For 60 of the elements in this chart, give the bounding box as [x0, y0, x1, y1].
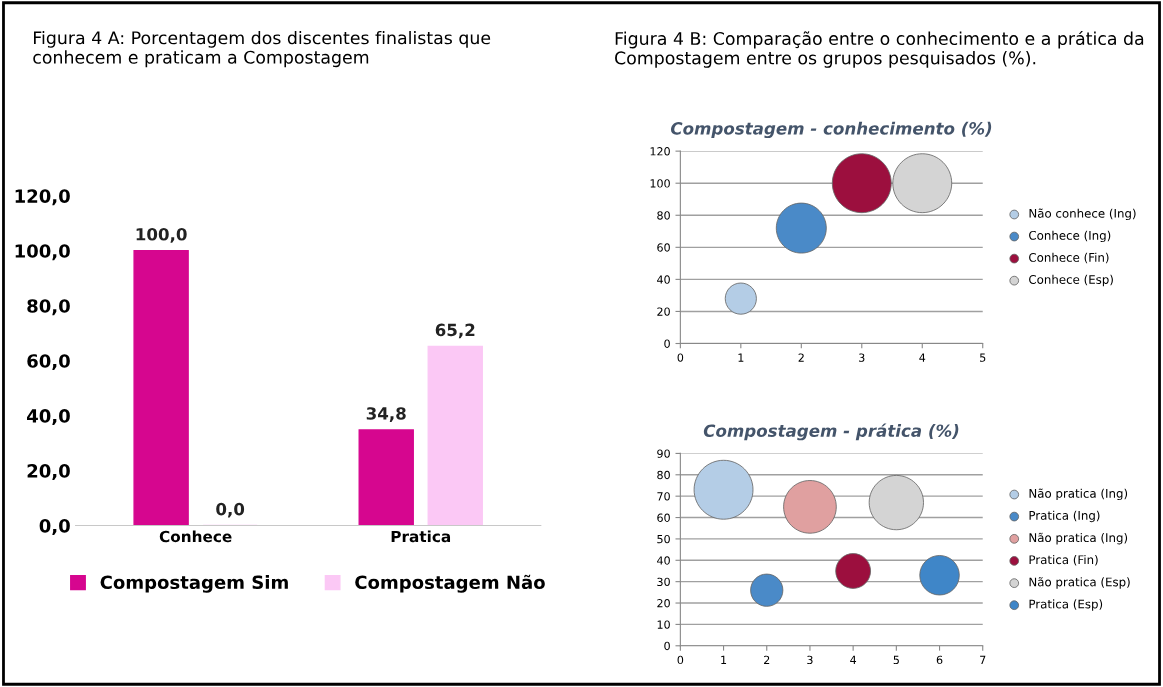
x-tick-label: Pratica	[391, 530, 451, 543]
legend-label: Pratica (Esp)	[1029, 599, 1103, 611]
y-tick-label: 40	[657, 556, 670, 565]
x-tick-label: 6	[936, 655, 943, 665]
legend-label: Pratica (Ing)	[1029, 510, 1100, 523]
y-tick-label: 60	[657, 243, 670, 252]
x-tick-label: 5	[893, 655, 899, 665]
y-tick-label: 30	[657, 577, 670, 587]
y-tick-label: 80,0	[27, 299, 70, 316]
x-tick-label: 1	[738, 353, 744, 362]
y-tick-label: 80	[657, 211, 670, 220]
x-tick-label: 3	[807, 655, 813, 665]
legend-label: Não pratica (Ing)	[1029, 488, 1128, 501]
x-tick-label: 3	[859, 353, 865, 362]
x-tick-label: 0	[677, 353, 684, 362]
data-label: 0,0	[216, 502, 245, 518]
legend-label: Conhece (Ing)	[1029, 230, 1111, 243]
y-tick-label: 20	[657, 307, 670, 316]
chart-title: Compostagem - prática (%)	[703, 423, 959, 441]
x-tick-label: 4	[919, 353, 926, 362]
data-label: 100,0	[136, 227, 187, 243]
legend-label: Compostagem Sim	[100, 575, 288, 593]
chart-title: Figura 4 A: Porcentagem dos discentes finalistas que conhecem e praticam a Compostagem	[33, 30, 491, 68]
y-tick-label: 0	[664, 339, 670, 348]
text: Figura 4 B: Comparação entre o conhecimento e a prática da Compostagem entre os grupos pesquisados (%).	[615, 30, 1144, 68]
legend-label: Pratica (Fin)	[1029, 555, 1098, 566]
data-label: 34,8	[366, 407, 406, 422]
legend-label: Não pratica (Esp)	[1029, 577, 1130, 589]
y-tick-label: 0,0	[39, 519, 70, 535]
chart-title: Compostagem - conhecimento (%)	[670, 121, 992, 139]
legend-label: Não conhece (Ing)	[1029, 208, 1136, 221]
y-tick-label: 10	[657, 620, 670, 629]
legend-label: Compostagem Não	[355, 574, 545, 593]
y-tick-label: 40	[657, 275, 670, 284]
x-tick-label: 1	[721, 655, 727, 664]
y-tick-label: 60	[657, 513, 670, 522]
y-tick-label: 40,0	[27, 409, 70, 426]
y-tick-label: 120,0	[15, 189, 70, 206]
x-tick-label: 4	[850, 655, 857, 664]
data-label: 65,2	[435, 323, 475, 339]
y-tick-label: 20	[657, 599, 670, 608]
y-tick-label: 60,0	[27, 354, 70, 371]
y-tick-label: 20,0	[27, 464, 70, 481]
legend-label: Conhece (Esp)	[1029, 274, 1113, 287]
y-tick-label: 90	[657, 449, 670, 458]
legend-label: Não pratica (Ing)	[1029, 532, 1128, 545]
y-tick-label: 100	[650, 179, 670, 188]
legend-label: Conhece (Fin)	[1029, 252, 1109, 264]
x-tick-label: 2	[764, 655, 770, 664]
y-tick-label: 80	[657, 470, 670, 480]
x-tick-label: 7	[980, 655, 986, 664]
y-tick-label: 120	[650, 147, 670, 156]
x-tick-label: Conhece	[159, 530, 232, 543]
y-tick-label: 70	[657, 492, 670, 501]
y-tick-label: 100,0	[15, 244, 70, 261]
y-tick-label: 50	[657, 534, 670, 544]
y-tick-label: 0	[664, 641, 670, 651]
x-tick-label: 5	[980, 353, 986, 362]
x-tick-label: 0	[677, 655, 684, 665]
x-tick-label: 2	[798, 353, 804, 362]
